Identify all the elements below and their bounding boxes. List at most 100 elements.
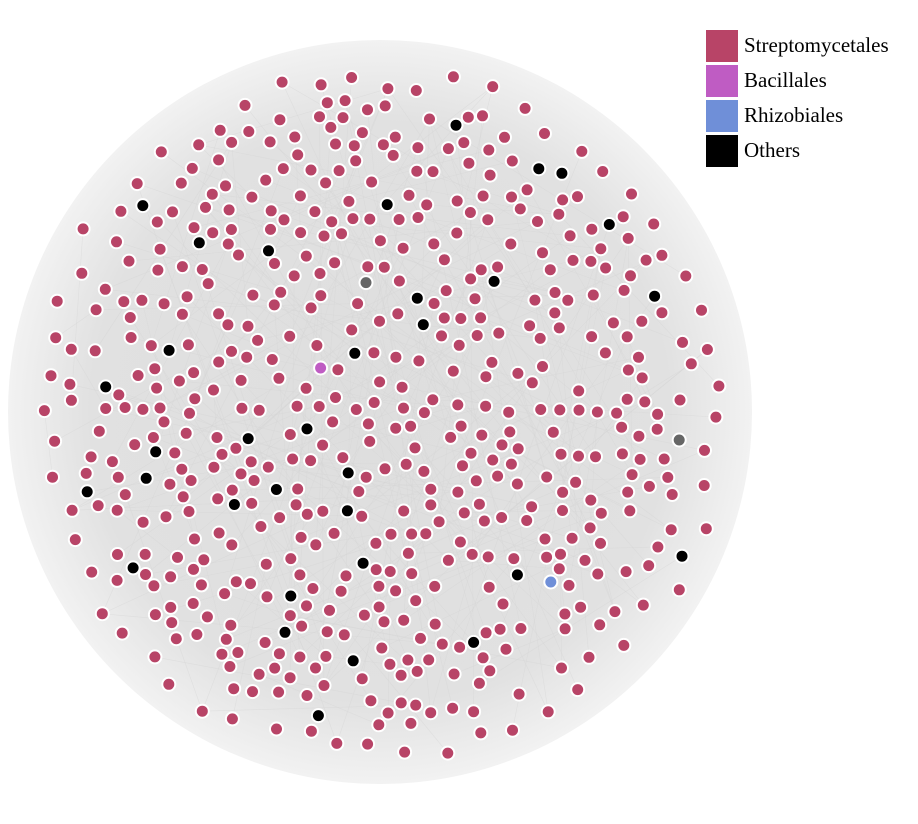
- node-streptomycetales: [318, 648, 334, 664]
- node-streptomycetales: [283, 551, 299, 567]
- node-streptomycetales: [407, 440, 423, 456]
- node-streptomycetales: [398, 456, 414, 472]
- node-streptomycetales: [36, 403, 52, 419]
- node-streptomycetales: [380, 81, 396, 97]
- legend-swatch-rhizobiales: [706, 99, 738, 132]
- node-streptomycetales: [346, 138, 362, 154]
- edge: [252, 195, 301, 296]
- edge: [448, 559, 560, 570]
- node-streptomycetales: [315, 437, 331, 453]
- edge: [380, 240, 579, 457]
- edge: [459, 224, 610, 648]
- node-streptomycetales: [450, 484, 466, 500]
- node-streptomycetales: [179, 289, 195, 305]
- node-streptomycetales: [83, 449, 99, 465]
- node-streptomycetales: [170, 549, 185, 565]
- node-streptomycetales: [663, 522, 679, 538]
- node-streptomycetales: [171, 373, 187, 389]
- node-streptomycetales: [480, 212, 496, 228]
- node-streptomycetales: [446, 666, 462, 682]
- edge: [281, 81, 369, 267]
- node-streptomycetales: [220, 317, 236, 333]
- node-streptomycetales: [338, 568, 354, 584]
- edge: [125, 494, 203, 712]
- node-streptomycetales: [350, 296, 366, 312]
- node-streptomycetales: [62, 376, 78, 392]
- node-streptomycetales: [519, 182, 535, 198]
- node-streptomycetales: [554, 660, 569, 676]
- node-streptomycetales: [555, 192, 571, 208]
- node-streptomycetales: [408, 697, 424, 713]
- node-others: [148, 444, 164, 460]
- node-streptomycetales: [426, 296, 442, 311]
- edge: [589, 411, 598, 528]
- node-streptomycetales: [180, 337, 196, 353]
- node-streptomycetales: [396, 503, 412, 519]
- node-streptomycetales: [434, 328, 449, 344]
- edge: [464, 510, 563, 514]
- node-streptomycetales: [191, 137, 207, 153]
- node-streptomycetales: [308, 660, 323, 676]
- legend-item-rhizobiales: Rhizobiales: [706, 98, 918, 133]
- node-streptomycetales: [425, 164, 441, 180]
- node-streptomycetales: [460, 109, 476, 125]
- edge: [417, 147, 522, 629]
- edge: [117, 407, 404, 511]
- legend-swatch-streptomycetales: [706, 29, 738, 62]
- node-streptomycetales: [226, 681, 242, 697]
- edge: [185, 433, 325, 686]
- node-streptomycetales: [506, 551, 522, 567]
- node-streptomycetales: [513, 621, 529, 636]
- legend-label: Bacillales: [744, 68, 827, 92]
- node-streptomycetales: [571, 402, 587, 418]
- node-streptomycetales: [152, 400, 168, 416]
- node-streptomycetales: [274, 74, 290, 90]
- node-streptomycetales: [409, 163, 425, 179]
- node-streptomycetales: [147, 361, 163, 377]
- node-streptomycetales: [393, 667, 409, 683]
- node-streptomycetales: [184, 160, 200, 176]
- node-streptomycetales: [678, 268, 694, 284]
- node-streptomycetales: [401, 187, 417, 203]
- node-streptomycetales: [258, 556, 274, 572]
- node-streptomycetales: [253, 519, 269, 534]
- node-streptomycetales: [577, 552, 593, 568]
- node-streptomycetales: [607, 604, 623, 620]
- node-streptomycetales: [186, 561, 201, 577]
- node-streptomycetales: [313, 77, 329, 93]
- node-streptomycetales: [156, 414, 172, 430]
- node-streptomycetales: [478, 625, 494, 641]
- edge: [212, 193, 571, 237]
- node-streptomycetales: [547, 285, 563, 300]
- node-streptomycetales: [63, 341, 79, 357]
- node-streptomycetales: [404, 566, 420, 582]
- node-streptomycetales: [183, 473, 199, 488]
- node-streptomycetales: [372, 233, 388, 249]
- edge: [259, 673, 379, 726]
- node-streptomycetales: [330, 362, 346, 378]
- edge: [480, 317, 643, 379]
- node-streptomycetales: [135, 401, 151, 417]
- node-streptomycetales: [632, 451, 648, 467]
- edge: [348, 160, 513, 202]
- node-streptomycetales: [123, 330, 139, 345]
- node-streptomycetales: [328, 390, 343, 405]
- node-streptomycetales: [186, 365, 202, 381]
- node-streptomycetales: [360, 259, 376, 275]
- node-streptomycetales: [298, 380, 314, 396]
- node-streptomycetales: [117, 400, 133, 415]
- node-streptomycetales: [199, 609, 215, 625]
- edge: [501, 349, 708, 518]
- node-streptomycetales: [533, 402, 549, 417]
- node-streptomycetales: [113, 203, 129, 219]
- node-streptomycetales: [593, 535, 608, 551]
- node-streptomycetales: [178, 425, 194, 441]
- node-streptomycetales: [344, 70, 360, 85]
- node-streptomycetales: [299, 688, 315, 703]
- node-streptomycetales: [421, 652, 437, 668]
- node-streptomycetales: [130, 368, 146, 383]
- node-others: [138, 470, 154, 486]
- node-streptomycetales: [371, 717, 387, 733]
- node-streptomycetales: [110, 547, 125, 562]
